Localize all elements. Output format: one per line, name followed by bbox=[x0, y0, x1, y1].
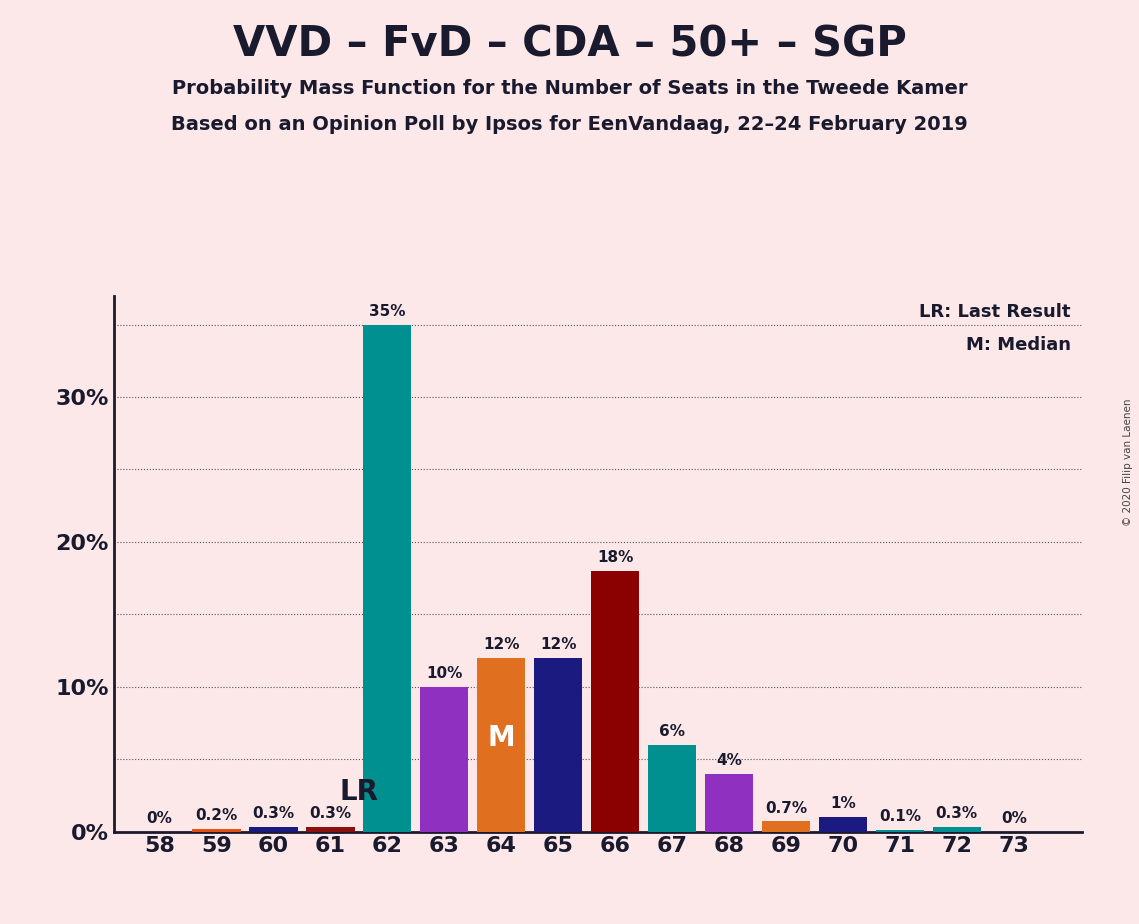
Text: 10%: 10% bbox=[426, 666, 462, 681]
Text: 6%: 6% bbox=[659, 723, 685, 739]
Bar bbox=[591, 571, 639, 832]
Text: 0%: 0% bbox=[147, 810, 172, 826]
Text: Based on an Opinion Poll by Ipsos for EenVandaag, 22–24 February 2019: Based on an Opinion Poll by Ipsos for Ee… bbox=[171, 116, 968, 135]
Text: 0.1%: 0.1% bbox=[879, 809, 920, 824]
Bar bbox=[534, 658, 582, 832]
Bar bbox=[363, 324, 411, 832]
Text: 12%: 12% bbox=[483, 637, 519, 652]
Bar bbox=[192, 829, 240, 832]
Text: 12%: 12% bbox=[540, 637, 576, 652]
Text: 4%: 4% bbox=[716, 753, 741, 768]
Bar bbox=[876, 830, 924, 832]
Text: 0.3%: 0.3% bbox=[936, 807, 977, 821]
Text: 0.3%: 0.3% bbox=[310, 807, 351, 821]
Text: 0.3%: 0.3% bbox=[253, 807, 294, 821]
Bar bbox=[933, 827, 981, 832]
Bar bbox=[477, 658, 525, 832]
Text: M: Median: M: Median bbox=[966, 336, 1071, 354]
Bar bbox=[762, 821, 810, 832]
Bar bbox=[249, 827, 297, 832]
Text: 0.2%: 0.2% bbox=[195, 808, 238, 823]
Text: LR: Last Result: LR: Last Result bbox=[919, 303, 1071, 321]
Text: Probability Mass Function for the Number of Seats in the Tweede Kamer: Probability Mass Function for the Number… bbox=[172, 79, 967, 98]
Bar bbox=[705, 773, 753, 832]
Text: M: M bbox=[487, 723, 515, 752]
Bar bbox=[819, 817, 867, 832]
Text: 0%: 0% bbox=[1001, 810, 1026, 826]
Text: 35%: 35% bbox=[369, 304, 405, 319]
Bar bbox=[648, 745, 696, 832]
Text: © 2020 Filip van Laenen: © 2020 Filip van Laenen bbox=[1123, 398, 1133, 526]
Bar bbox=[306, 827, 354, 832]
Text: 1%: 1% bbox=[830, 796, 855, 811]
Text: 18%: 18% bbox=[597, 550, 633, 565]
Text: 0.7%: 0.7% bbox=[765, 801, 806, 816]
Text: VVD – FvD – CDA – 50+ – SGP: VVD – FvD – CDA – 50+ – SGP bbox=[232, 23, 907, 65]
Text: LR: LR bbox=[339, 777, 378, 806]
Bar bbox=[420, 687, 468, 832]
